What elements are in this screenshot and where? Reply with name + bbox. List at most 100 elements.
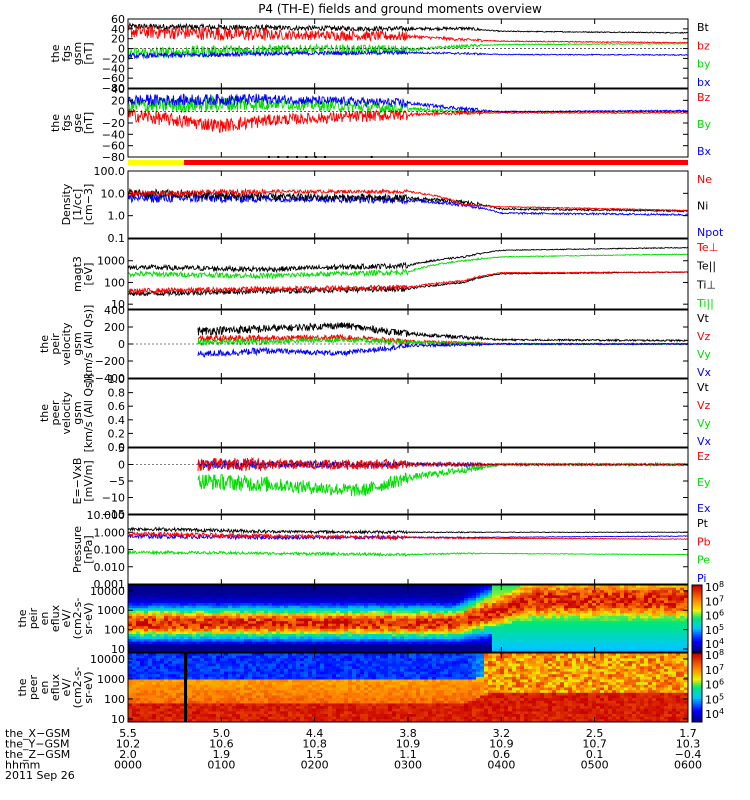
spectrogram-cell — [296, 585, 301, 589]
spectrogram-cell — [144, 592, 149, 596]
spectrogram-cell — [368, 613, 373, 617]
spectrogram-cell — [492, 615, 497, 620]
spectrogram-cell — [268, 628, 273, 632]
spectrogram-cell — [364, 626, 369, 630]
spectrogram-cell — [128, 621, 133, 625]
spectrogram-cell — [556, 636, 561, 640]
spectrogram-cell — [156, 661, 161, 665]
spectrogram-cell — [228, 698, 233, 702]
spectrogram-cell — [236, 690, 241, 694]
spectrogram-cell — [152, 706, 157, 710]
spectrogram-cell — [540, 634, 545, 638]
spectrogram-cell — [444, 639, 449, 643]
spectrogram-cell — [260, 671, 265, 675]
spectrogram-cell — [316, 623, 321, 627]
spectrogram-cell — [176, 644, 181, 648]
spectrogram-cell — [296, 621, 301, 625]
spectrogram-cell — [212, 708, 217, 712]
series-te — [128, 271, 688, 297]
spectrogram-cell — [508, 590, 513, 594]
spectrogram-cell — [560, 590, 565, 594]
spectrogram-cell — [196, 711, 201, 715]
spectrogram-cell — [276, 646, 281, 650]
spectrogram-cell — [168, 711, 173, 715]
spectrogram-cell — [132, 636, 137, 640]
spectrogram-cell — [516, 626, 521, 630]
spectrogram-cell — [528, 644, 533, 648]
spectrogram-cell — [552, 646, 557, 650]
spectrogram-cell — [184, 644, 189, 648]
spectrogram-cell — [192, 690, 197, 694]
spectrogram-cell — [404, 649, 409, 652]
spectrogram-cell — [472, 592, 477, 596]
spectrogram-cell — [532, 641, 537, 645]
spectrogram-cell — [568, 623, 573, 627]
spectrogram-cell — [164, 631, 169, 635]
spectrogram-cell — [644, 608, 649, 612]
spectrogram-cell — [680, 605, 685, 609]
spectrogram-cell — [220, 716, 225, 720]
spectrogram-cell — [472, 587, 477, 591]
spectrogram-cell — [668, 634, 673, 638]
spectrogram-cell — [188, 587, 193, 591]
colorbar-step — [692, 600, 702, 604]
spectrogram-cell — [552, 644, 557, 648]
spectrogram-cell — [228, 646, 233, 650]
spectrogram-cell — [128, 644, 133, 648]
spectrogram-cell — [224, 653, 229, 657]
y-axis-label: sr-eV) — [82, 602, 95, 634]
spectrogram-cell — [372, 628, 377, 632]
spectrogram-cell — [660, 592, 665, 596]
spectrogram-cell — [172, 603, 177, 607]
spectrogram-cell — [196, 690, 201, 694]
spectrogram-cell — [280, 615, 285, 620]
spectrogram-cell — [300, 644, 305, 648]
spectrogram-cell — [176, 649, 181, 652]
spectrogram-cell — [504, 597, 509, 602]
spectrogram-cell — [192, 649, 197, 652]
spectrogram-cell — [412, 631, 417, 635]
spectrogram-cell — [244, 661, 249, 665]
spectrogram-cell — [260, 600, 265, 604]
spectrogram-cell — [520, 618, 525, 622]
spectrogram-cell — [148, 661, 153, 665]
spectrogram-cell — [284, 646, 289, 650]
spectrogram-cell — [156, 631, 161, 635]
legend-entry: bx — [697, 76, 711, 89]
spectrogram-cell — [164, 587, 169, 591]
spectrogram-cell — [216, 634, 221, 638]
spectrogram-cell — [376, 641, 381, 645]
spectrogram-cell — [264, 666, 269, 670]
spectrogram-cell — [180, 600, 185, 604]
spectrogram-cell — [228, 679, 233, 683]
spectrogram-cell — [644, 631, 649, 635]
spectrogram-cell — [140, 603, 145, 607]
series-bz — [128, 108, 688, 134]
spectrogram-cell — [572, 585, 577, 589]
spectrogram-cell — [288, 592, 293, 596]
spectrogram-cell — [256, 618, 261, 622]
spectrogram-cell — [180, 646, 185, 650]
spectrogram-cell — [412, 646, 417, 650]
spectrogram-cell — [492, 634, 497, 638]
spectrogram-cell — [356, 585, 361, 589]
spectrogram-cell — [196, 600, 201, 604]
colorbar-step — [692, 593, 702, 597]
spectrogram-cell — [288, 621, 293, 625]
spectrogram-cell — [392, 613, 397, 617]
spectrogram-cell — [556, 615, 561, 620]
spectrogram-cell — [624, 597, 629, 602]
spectrogram-cell — [244, 590, 249, 594]
spectrogram-cell — [668, 597, 673, 602]
spectrogram-cell — [240, 613, 245, 617]
spectrogram-cell — [320, 615, 325, 620]
spectrogram-cell — [468, 618, 473, 622]
spectrogram-cell — [576, 641, 581, 645]
spectrogram-cell — [448, 646, 453, 650]
spectrogram-cell — [424, 649, 429, 652]
spectrogram-cell — [340, 646, 345, 650]
y-tick-label: 0.010 — [94, 561, 126, 574]
spectrogram-cell — [316, 585, 321, 589]
spectrogram-cell — [136, 706, 141, 710]
spectrogram-cell — [268, 641, 273, 645]
